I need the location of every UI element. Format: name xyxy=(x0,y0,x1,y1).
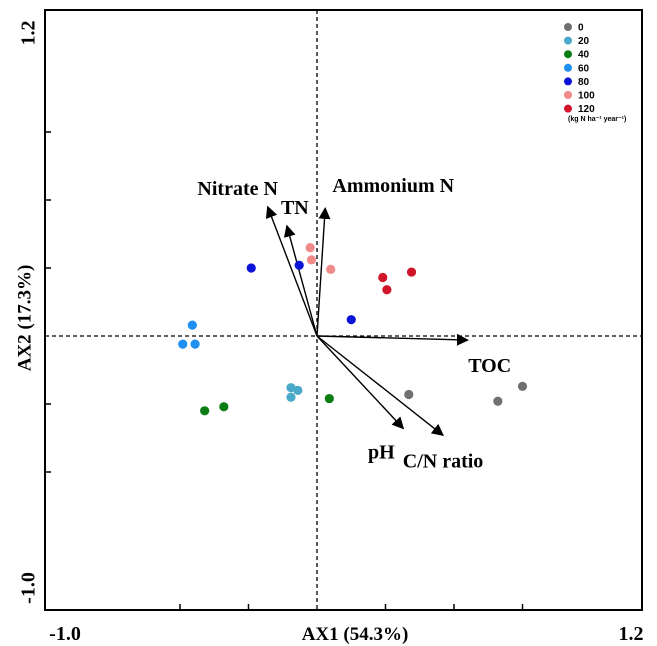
legend-marker-20 xyxy=(564,37,572,45)
vector-label-nitrate-n: Nitrate N xyxy=(197,178,278,200)
legend-label-100: 100 xyxy=(578,91,595,102)
point-20-2 xyxy=(286,393,295,402)
y-axis-label: AX2 (17.3%) xyxy=(14,265,35,372)
vector-label-tn: TN xyxy=(281,197,309,219)
x-axis-label: AX1 (54.3%) xyxy=(302,624,409,645)
legend-label-80: 80 xyxy=(578,77,590,88)
vector-arrows: Nitrate N Ammonium N TN TOC pH C/N ratio xyxy=(197,175,511,472)
legend-label-0: 0 xyxy=(578,23,584,34)
legend-marker-40 xyxy=(564,50,572,58)
legend-marker-120 xyxy=(564,105,572,113)
vector-tn xyxy=(287,226,317,336)
x-tick-right: 1.2 xyxy=(619,623,644,645)
point-80-1 xyxy=(295,261,304,270)
vector-ph xyxy=(317,336,403,428)
y-tick-bottom: -1.0 xyxy=(18,572,40,604)
legend-label-40: 40 xyxy=(578,50,590,61)
point-120-0 xyxy=(378,273,387,282)
point-80-0 xyxy=(247,263,256,272)
vector-label-toc: TOC xyxy=(468,355,511,377)
point-120-2 xyxy=(407,267,416,276)
point-0-0 xyxy=(404,390,413,399)
point-60-0 xyxy=(188,321,197,330)
vector-label-ammonium-n: Ammonium N xyxy=(332,175,454,197)
legend-label-120: 120 xyxy=(578,104,595,115)
point-20-1 xyxy=(293,386,302,395)
legend-unit: (kg N ha⁻¹ year⁻¹) xyxy=(568,116,626,123)
legend-marker-0 xyxy=(564,23,572,31)
vector-label-ph: pH xyxy=(368,441,395,463)
point-60-2 xyxy=(190,340,199,349)
vector-c-n-ratio xyxy=(317,336,443,435)
x-tick-left: -1.0 xyxy=(49,623,81,645)
vector-label-c-n-ratio: C/N ratio xyxy=(403,450,484,472)
point-40-0 xyxy=(325,394,334,403)
y-tick-top: 1.2 xyxy=(18,21,40,46)
legend-label-20: 20 xyxy=(578,36,590,47)
point-120-1 xyxy=(382,285,391,294)
legend-label-60: 60 xyxy=(578,63,590,74)
point-60-1 xyxy=(178,340,187,349)
vector-nitrate-n xyxy=(268,207,317,336)
point-40-2 xyxy=(200,406,209,415)
point-100-2 xyxy=(326,265,335,274)
point-80-2 xyxy=(347,315,356,324)
vector-ammonium-n xyxy=(317,208,325,336)
legend-marker-80 xyxy=(564,77,572,85)
legend-marker-100 xyxy=(564,91,572,99)
point-100-0 xyxy=(306,243,315,252)
data-points xyxy=(178,243,527,415)
point-40-1 xyxy=(219,402,228,411)
plot-frame xyxy=(45,10,642,610)
point-0-2 xyxy=(518,382,527,391)
legend-marker-60 xyxy=(564,64,572,72)
point-0-1 xyxy=(493,397,502,406)
legend: 0 20 40 60 80 100 120(kg N ha⁻¹ year⁻¹) xyxy=(564,23,626,124)
point-100-1 xyxy=(307,255,316,264)
